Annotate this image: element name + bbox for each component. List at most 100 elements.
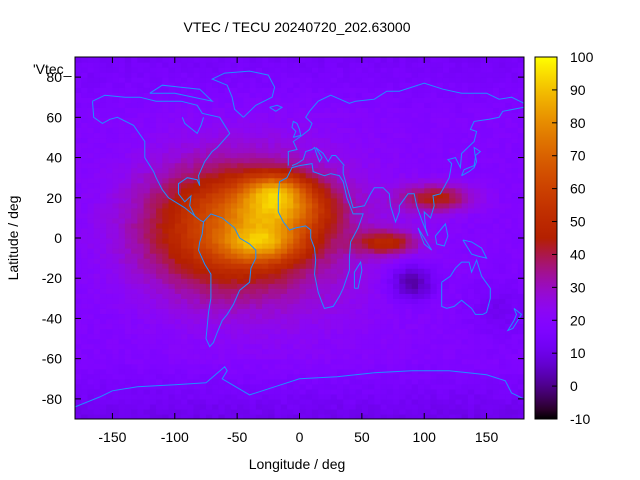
heatmap-cell [81, 72, 89, 78]
heatmap-cell [255, 147, 263, 154]
heatmap-cell [187, 142, 195, 149]
heatmap-cell [374, 227, 382, 234]
heatmap-cell [486, 87, 494, 93]
heatmap-cell [268, 273, 276, 279]
heatmap-cell [349, 147, 357, 154]
heatmap-cell [168, 408, 176, 415]
heatmap-cell [405, 298, 413, 304]
heatmap-cell [93, 132, 101, 139]
heatmap-cell [343, 328, 350, 335]
heatmap-cell [430, 167, 438, 174]
heatmap-cell [393, 187, 400, 194]
heatmap-cell [262, 212, 269, 219]
heatmap-cell [243, 72, 251, 78]
heatmap-cell [517, 378, 524, 385]
heatmap-cell [424, 268, 432, 274]
heatmap-cell [299, 288, 307, 294]
heatmap-cell [199, 142, 207, 149]
heatmap-cell [411, 122, 419, 128]
heatmap-cell [511, 192, 519, 199]
heatmap-cell [118, 92, 126, 98]
heatmap-cell [374, 187, 382, 194]
heatmap-cell [380, 313, 388, 320]
heatmap-cell [224, 323, 232, 330]
heatmap-cell [505, 238, 513, 244]
heatmap-cell [499, 323, 506, 330]
heatmap-cell [218, 87, 226, 93]
heatmap-cell [374, 82, 382, 88]
heatmap-cell [442, 157, 450, 164]
heatmap-cell [355, 293, 363, 299]
heatmap-cell [106, 328, 114, 335]
heatmap-cell [417, 353, 425, 360]
heatmap-cell [205, 222, 213, 229]
heatmap-cell [349, 238, 357, 244]
heatmap-cell [218, 403, 226, 410]
heatmap-cell [411, 117, 419, 123]
heatmap-cell [442, 363, 450, 370]
heatmap-cell [405, 147, 413, 154]
heatmap-cell [361, 92, 369, 98]
heatmap-cell [474, 147, 481, 154]
heatmap-cell [149, 353, 157, 360]
heatmap-cell [349, 222, 357, 229]
heatmap-cell [436, 328, 444, 335]
heatmap-cell [212, 393, 220, 400]
heatmap-cell [274, 363, 282, 370]
heatmap-cell [174, 328, 182, 335]
heatmap-cell [280, 328, 288, 335]
heatmap-cell [368, 303, 375, 309]
heatmap-cell [399, 212, 407, 219]
heatmap-cell [268, 358, 276, 365]
heatmap-cell [168, 303, 176, 309]
heatmap-cell [374, 217, 382, 224]
heatmap-cell [181, 137, 188, 144]
heatmap-cell [199, 398, 207, 405]
heatmap-cell [461, 393, 469, 400]
heatmap-cell [230, 383, 238, 390]
heatmap-cell [218, 187, 226, 194]
heatmap-cell [405, 122, 413, 128]
heatmap-cell [162, 227, 170, 234]
heatmap-cell [237, 308, 244, 315]
heatmap-cell [143, 112, 151, 118]
heatmap-cell [137, 368, 145, 375]
heatmap-cell [149, 293, 157, 299]
heatmap-cell [374, 303, 382, 309]
heatmap-cell [280, 107, 288, 113]
heatmap-cell [517, 92, 524, 98]
heatmap-cell [81, 207, 89, 214]
heatmap-cell [499, 368, 506, 375]
heatmap-cell [249, 303, 257, 309]
heatmap-cell [205, 323, 213, 330]
heatmap-cell [131, 97, 138, 103]
heatmap-cell [255, 197, 263, 204]
heatmap-cell [368, 152, 375, 159]
heatmap-cell [374, 258, 382, 264]
heatmap-cell [399, 293, 407, 299]
heatmap-cell [411, 137, 419, 144]
heatmap-cell [87, 278, 95, 284]
heatmap-cell [118, 343, 126, 350]
heatmap-cell [143, 413, 151, 419]
heatmap-cell [517, 343, 524, 350]
heatmap-cell [455, 212, 463, 219]
heatmap-cell [268, 413, 276, 419]
heatmap-cell [137, 268, 145, 274]
heatmap-cell [355, 273, 363, 279]
heatmap-cell [118, 298, 126, 304]
heatmap-cell [106, 253, 114, 259]
heatmap-cell [386, 102, 394, 108]
heatmap-cell [467, 122, 475, 128]
heatmap-cell [436, 152, 444, 159]
heatmap-cell [156, 122, 163, 128]
heatmap-cell [93, 378, 101, 385]
heatmap-cell [405, 202, 413, 209]
heatmap-cell [436, 308, 444, 315]
heatmap-cell [430, 82, 438, 88]
heatmap-cell [249, 72, 257, 78]
heatmap-cell [149, 112, 157, 118]
heatmap-cell [380, 112, 388, 118]
heatmap-cell [237, 268, 244, 274]
heatmap-cell [243, 363, 251, 370]
